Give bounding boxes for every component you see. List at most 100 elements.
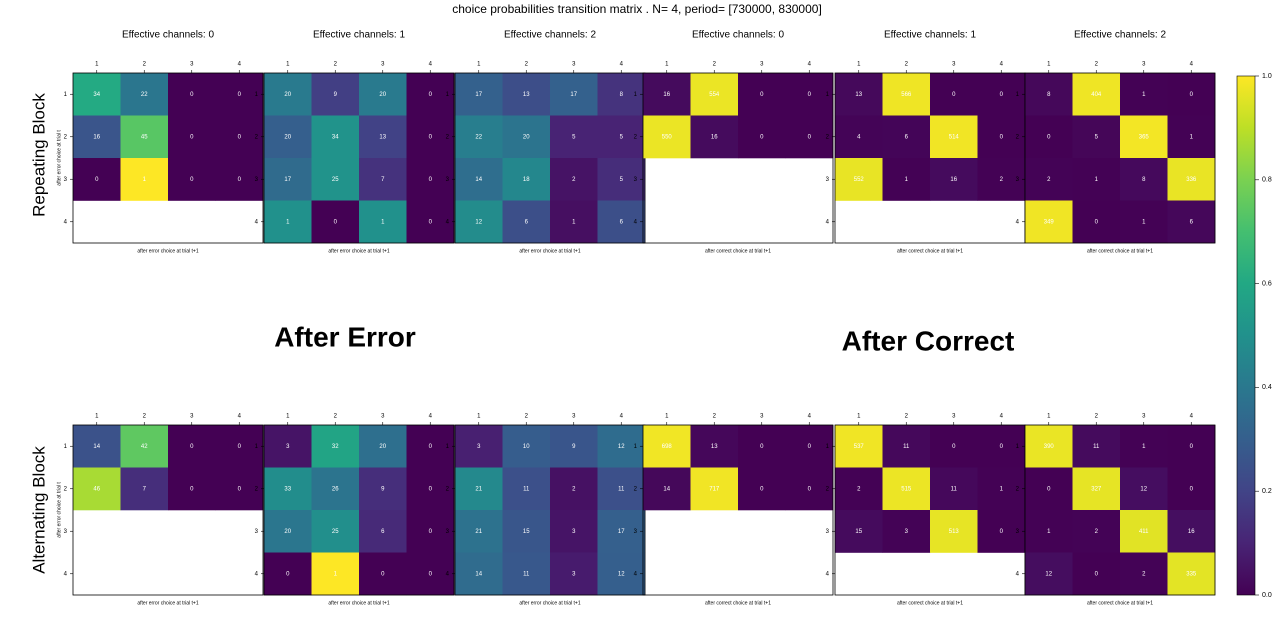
y-tick-label: 3 [64,177,68,183]
heatmap-cell [597,467,646,511]
x-axis-label: after error choice at trial t+1 [328,248,389,254]
heatmap-cell [550,158,598,201]
cell-label: 515 [901,486,912,492]
heatmap-cell [643,467,691,511]
heatmap-cell [1072,158,1121,201]
cell-label: 16 [93,134,100,140]
cell-label: 537 [854,444,865,450]
cell-label: 0 [808,444,812,450]
cell-label: 42 [141,444,148,450]
panel-frame [263,424,455,596]
x-tick-label: 4 [620,62,624,68]
heatmap-cell [168,73,216,116]
y-tick-label: 1 [64,444,68,450]
heatmap-cell [785,467,834,511]
heatmap-cell [738,425,786,468]
cell-label: 26 [332,486,339,492]
heatmap-cell [455,552,503,596]
x-tick-label: 2 [525,62,529,68]
x-tick-label: 3 [1142,414,1146,420]
cell-label: 14 [663,486,670,492]
cell-label: 0 [95,177,99,183]
cell-label: 18 [523,177,530,183]
cell-label: 0 [334,219,338,225]
heatmap-cell [215,467,264,511]
cell-label: 0 [1000,134,1004,140]
cell-label: 0 [1190,486,1194,492]
x-tick-label: 1 [95,62,99,68]
y-tick-label: 4 [446,219,450,225]
cell-label: 0 [952,444,956,450]
heatmap-cell [882,115,931,159]
cell-label: 13 [855,92,862,98]
heatmap-cell [359,510,407,553]
heatmap-cell [215,73,264,116]
cell-label: 13 [523,92,530,98]
cell-label: 20 [379,92,386,98]
cell-label: 20 [284,92,291,98]
heatmap-cell [882,467,931,511]
cell-label: 5 [1095,134,1099,140]
x-tick-label: 4 [1190,62,1194,68]
cell-label: 0 [190,134,194,140]
colorbar-tick-label: 0.4 [1262,384,1272,391]
heatmap-cell [977,73,1026,116]
cell-label: 335 [1186,571,1197,577]
cell-label: 0 [808,92,812,98]
x-tick-label: 4 [1000,414,1004,420]
cell-label: 0 [429,571,433,577]
heatmap-cell [643,115,691,159]
heatmap-cell [264,510,312,553]
cell-label: 25 [332,529,339,535]
heatmap-cell [1072,73,1121,116]
heatmap-cell [264,73,312,116]
heatmap-cell [690,73,739,116]
y-tick-label: 2 [826,486,830,492]
heatmap-cell [502,510,551,553]
cell-label: 12 [1140,486,1147,492]
y-tick-label: 2 [64,134,68,140]
heatmap-cell [1072,425,1121,468]
group-label: After Correct [842,325,1015,356]
y-tick-label: 1 [1016,92,1020,98]
heatmap-cell [1167,510,1216,553]
x-tick-label: 2 [334,414,338,420]
heatmap-cell [455,467,503,511]
cell-label: 11 [523,486,530,492]
cell-label: 11 [951,486,958,492]
heatmap-cell [1167,552,1216,596]
heatmap-cell [1072,552,1121,596]
cell-label: 9 [334,92,338,98]
heatmap-cell [930,115,978,159]
heatmap-cell [311,200,360,244]
heatmap-cell [930,467,978,511]
cell-label: 0 [1000,92,1004,98]
colorbar-tick-label: 0.6 [1262,280,1272,287]
heatmap-cell [120,467,169,511]
heatmap-cell [1072,467,1121,511]
y-tick-label: 3 [446,529,450,535]
cell-label: 0 [238,177,242,183]
cell-label: 0 [429,529,433,535]
heatmap-cell [73,467,121,511]
heatmap-cell [359,425,407,468]
heatmap-cell [455,200,503,244]
heatmap-cell [597,510,646,553]
heatmap-cell [1167,158,1216,201]
cell-label: 5 [572,134,576,140]
heatmap-cell [215,425,264,468]
heatmap-cell [977,425,1026,468]
x-tick-label: 3 [190,62,194,68]
heatmap-cell [738,115,786,159]
heatmap-cell [835,115,883,159]
y-tick-label: 1 [634,444,638,450]
cell-label: 8 [1047,92,1051,98]
heatmap-cell [835,73,883,116]
heatmap-cell [406,158,455,201]
heatmap-cell [643,425,691,468]
x-axis-label: after correct choice at trial t+1 [1087,248,1153,254]
cell-label: 11 [618,486,625,492]
cell-label: 514 [949,134,960,140]
heatmap-cell [264,467,312,511]
cell-label: 46 [93,486,100,492]
